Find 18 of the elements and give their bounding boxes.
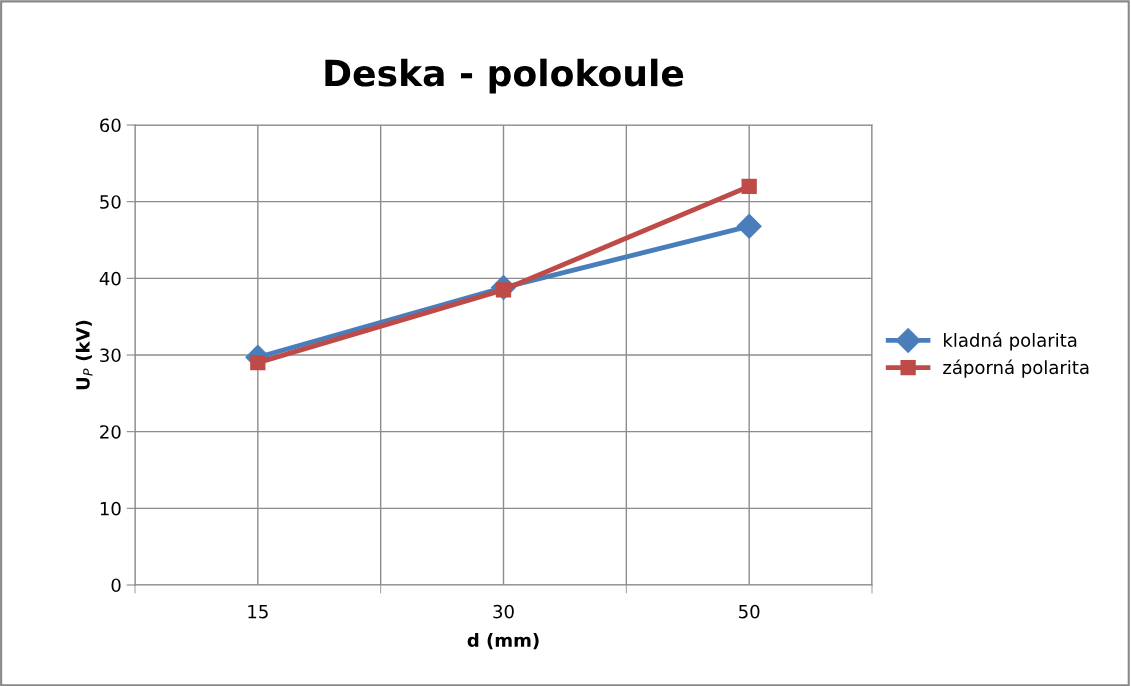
y-tick-label: 10: [100, 501, 121, 516]
legend-label: záporná polarita: [943, 359, 1089, 378]
chart-title: Deska - polokoule: [325, 58, 684, 94]
x-tick-label: 50: [739, 604, 760, 619]
y-tick-label: 20: [100, 425, 121, 439]
y-tick-label: 0: [111, 578, 121, 593]
y-axis-title: U$_{P}$ (kV): [75, 320, 93, 390]
y-tick-label: 50: [100, 195, 121, 209]
point: [741, 178, 757, 194]
point: [736, 213, 762, 239]
point: [250, 355, 266, 371]
y-tick-label: 60: [100, 118, 121, 133]
y-tick-label: 40: [99, 271, 121, 286]
x-axis-title: d (mm): [467, 633, 539, 650]
y-tick-label: 30: [100, 348, 121, 363]
legend-label: kladná polarita: [944, 332, 1077, 351]
x-tick-label: 30: [493, 604, 514, 619]
x-tick-label: 15: [248, 605, 268, 619]
